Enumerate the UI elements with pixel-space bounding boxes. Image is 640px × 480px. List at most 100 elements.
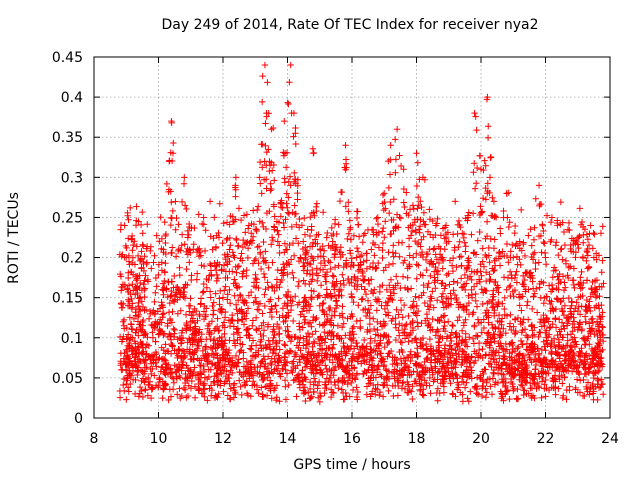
data-point [396,367,404,374]
data-point [279,305,287,312]
data-point [321,257,328,265]
data-point [345,208,352,215]
data-point [282,246,290,253]
data-point [398,339,406,346]
data-point [562,357,569,364]
data-point [281,354,289,361]
data-point [541,240,548,247]
data-point [226,300,234,307]
data-point [249,260,257,267]
data-point [596,313,603,320]
data-point [216,301,223,308]
x-tick-label: 8 [90,431,99,447]
data-point [137,325,144,333]
data-point [453,340,460,347]
data-point [517,320,525,328]
data-point [492,214,500,221]
data-point [237,216,245,224]
data-point [292,235,300,242]
data-point [268,361,275,369]
data-point [138,341,145,348]
data-point [215,377,222,384]
data-point [243,326,250,334]
data-point [253,279,260,286]
data-point [129,241,137,249]
data-point [561,241,569,249]
data-point [152,289,159,296]
data-point [273,218,281,225]
data-point [423,379,430,387]
data-point [480,324,488,332]
data-point [431,352,439,360]
data-point [598,323,606,330]
data-point [588,315,595,323]
data-point [212,243,220,251]
data-point [187,326,194,333]
data-point [195,387,202,394]
data-point [570,281,578,289]
data-point [401,203,408,211]
data-point [268,313,276,321]
data-point [404,274,411,281]
data-point [448,295,455,302]
data-point [448,365,456,372]
data-point [258,384,265,391]
data-point [313,367,321,374]
data-point [339,379,346,387]
data-point [296,358,304,366]
data-point [324,330,332,337]
data-point [389,249,397,256]
data-point [141,286,148,294]
data-point [262,363,269,371]
data-point [129,351,136,358]
data-point [240,355,247,362]
data-point [331,264,339,271]
data-point [410,309,417,316]
data-point [389,360,396,368]
data-point [125,216,132,223]
data-point [597,315,604,323]
data-point [432,251,439,258]
data-point [463,379,470,386]
data-point [236,334,244,341]
data-point [592,250,600,257]
data-point [529,250,537,258]
data-point [271,213,278,220]
data-point [417,271,424,278]
data-point [517,261,524,269]
data-point [219,239,226,247]
data-point [133,203,140,210]
data-point [426,206,433,213]
data-point [212,350,220,357]
data-point [281,342,289,349]
data-point [314,382,321,389]
data-point [519,272,527,280]
data-point [485,351,493,359]
data-point [423,347,431,354]
data-point [497,388,504,395]
data-point [427,231,434,238]
data-point [200,280,207,288]
data-point [548,281,556,289]
data-point [565,219,573,227]
data-point [329,359,336,366]
data-point [392,250,399,257]
data-point [285,259,292,267]
data-point [536,280,543,288]
data-point [137,307,144,315]
data-point [176,271,183,279]
data-point [284,323,291,330]
data-point [322,278,329,285]
data-point [128,321,135,328]
data-point [225,371,233,378]
data-point [521,361,529,369]
data-point [449,322,457,330]
data-point [180,180,188,187]
data-point [287,367,295,374]
data-point [271,287,278,295]
data-point [472,290,479,298]
data-point [390,242,397,249]
data-point [391,373,398,380]
data-point [599,391,607,398]
data-point [447,354,454,361]
